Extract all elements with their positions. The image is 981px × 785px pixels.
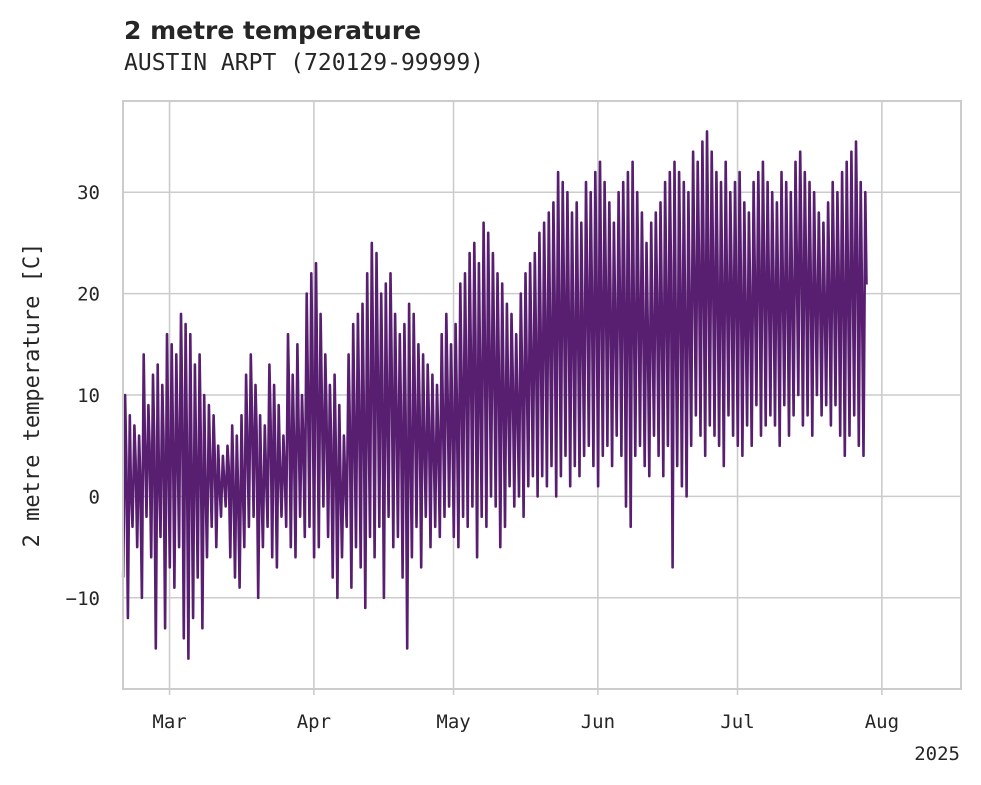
temperature-series-line (121, 130, 868, 660)
x-tick-label: Jul (720, 711, 754, 733)
x-axis-year-label: 2025 (914, 743, 960, 765)
plot-frame (122, 100, 962, 690)
x-tick-label: Aug (865, 711, 899, 733)
chart-title: 2 metre temperature (124, 16, 422, 45)
x-axis-ticks: Mar Apr May Jun Jul Aug (152, 689, 899, 733)
y-axis-ticks: −10 0 10 20 30 (66, 182, 100, 610)
y-tick-label: 20 (77, 284, 100, 306)
y-tick-label: −10 (66, 588, 100, 610)
x-tick-label: Jun (581, 711, 615, 733)
y-axis-label: 2 metre temperature [C] (20, 243, 45, 548)
x-tick-label: Mar (152, 711, 186, 733)
y-tick-label: 10 (77, 385, 100, 407)
x-tick-label: Apr (297, 711, 331, 733)
y-tick-label: 30 (77, 182, 100, 204)
chart-subtitle: AUSTIN ARPT (720129-99999) (124, 50, 485, 76)
y-tick-label: 0 (89, 486, 100, 508)
plot-area (121, 130, 868, 660)
x-tick-label: May (436, 711, 470, 733)
